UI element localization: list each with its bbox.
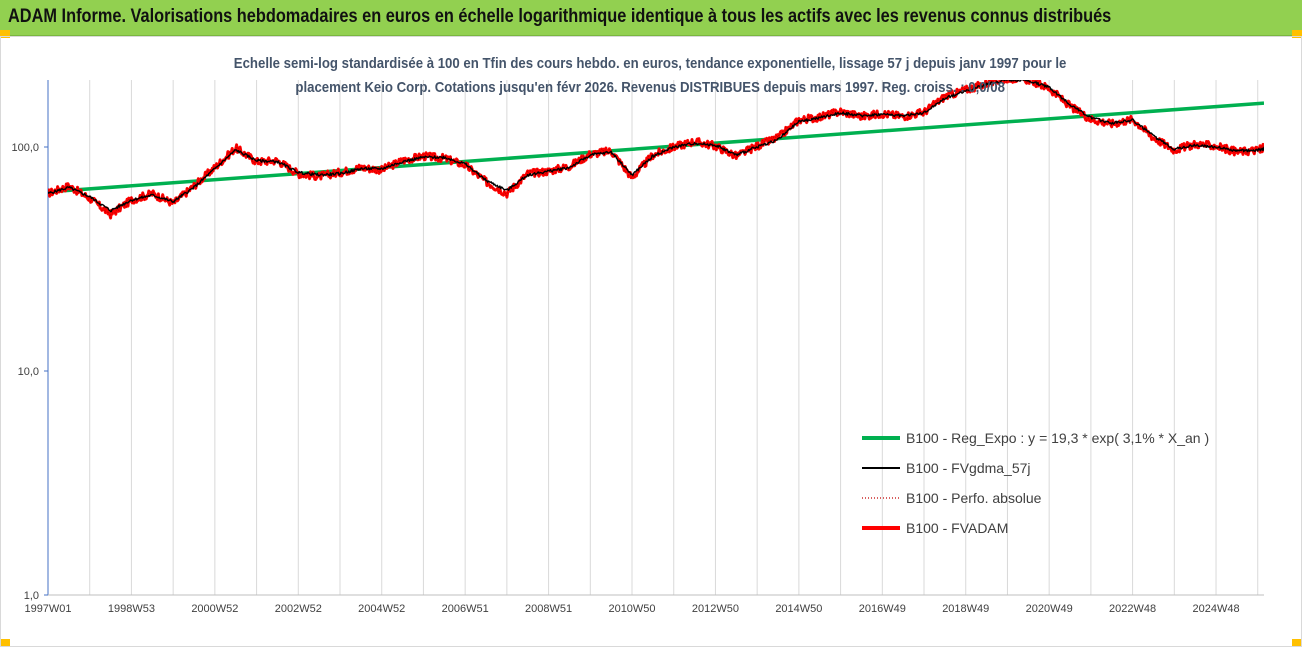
corner-marker bbox=[0, 639, 10, 647]
legend-label: B100 - Reg_Expo : y = 19,3 * exp( 3,1% *… bbox=[906, 430, 1209, 446]
series-layer bbox=[48, 80, 1264, 220]
x-tick-label: 2018W49 bbox=[942, 603, 989, 615]
axis-layer: 1,0 10,0 100,0 1997W01 1998W53 2000W52 2002W52… bbox=[11, 80, 1264, 615]
x-tick-label: 2004W52 bbox=[358, 603, 405, 615]
corner-marker bbox=[1292, 30, 1302, 38]
y-tick-label: 1,0 bbox=[24, 590, 39, 602]
x-tick-label: 2024W48 bbox=[1192, 603, 1239, 615]
x-tick-label: 2014W50 bbox=[775, 603, 822, 615]
legend: B100 - Reg_Expo : y = 19,3 * exp( 3,1% *… bbox=[862, 430, 1209, 536]
y-tick-label: 100,0 bbox=[11, 142, 39, 154]
x-tick-label: 2008W51 bbox=[525, 603, 572, 615]
chart-subtitle-line-2: placement Keio Corp. Cotations jusqu'en … bbox=[100, 79, 1200, 96]
x-tick-label: 1997W01 bbox=[24, 603, 71, 615]
x-tick-label: 2016W49 bbox=[859, 603, 906, 615]
series-line-3 bbox=[48, 80, 1264, 220]
x-tick-label: 2022W48 bbox=[1109, 603, 1156, 615]
x-tick-label: 2012W50 bbox=[692, 603, 739, 615]
x-tick-label: 2006W51 bbox=[442, 603, 489, 615]
chart-subtitle-line-2-text: placement Keio Corp. Cotations jusqu'en … bbox=[295, 79, 1005, 96]
title-banner: ADAM Informe. Valorisations hebdomadaire… bbox=[0, 0, 1302, 36]
chart-subtitle-line-1: Echelle semi-log standardisée à 100 en T… bbox=[100, 55, 1200, 72]
legend-label: B100 - FVgdma_57j bbox=[906, 460, 1031, 476]
x-tick-label: 1998W53 bbox=[108, 603, 155, 615]
corner-marker bbox=[0, 30, 10, 38]
chart-subtitle-line-1-text: Echelle semi-log standardisée à 100 en T… bbox=[233, 55, 1067, 72]
y-tick-label: 10,0 bbox=[18, 366, 39, 378]
x-tick-label: 2010W50 bbox=[608, 603, 655, 615]
corner-marker bbox=[1292, 639, 1302, 647]
series-line-0 bbox=[48, 101, 1264, 194]
x-tick-label: 2002W52 bbox=[275, 603, 322, 615]
grid-layer bbox=[47, 80, 1259, 595]
legend-label: B100 - FVADAM bbox=[906, 520, 1008, 536]
page-title: ADAM Informe. Valorisations hebdomadaire… bbox=[8, 6, 1112, 27]
series-line-1 bbox=[48, 80, 1264, 213]
x-tick-label: 2000W52 bbox=[191, 603, 238, 615]
x-tick-label: 2020W49 bbox=[1026, 603, 1073, 615]
legend-label: B100 - Perfo. absolue bbox=[906, 490, 1042, 506]
